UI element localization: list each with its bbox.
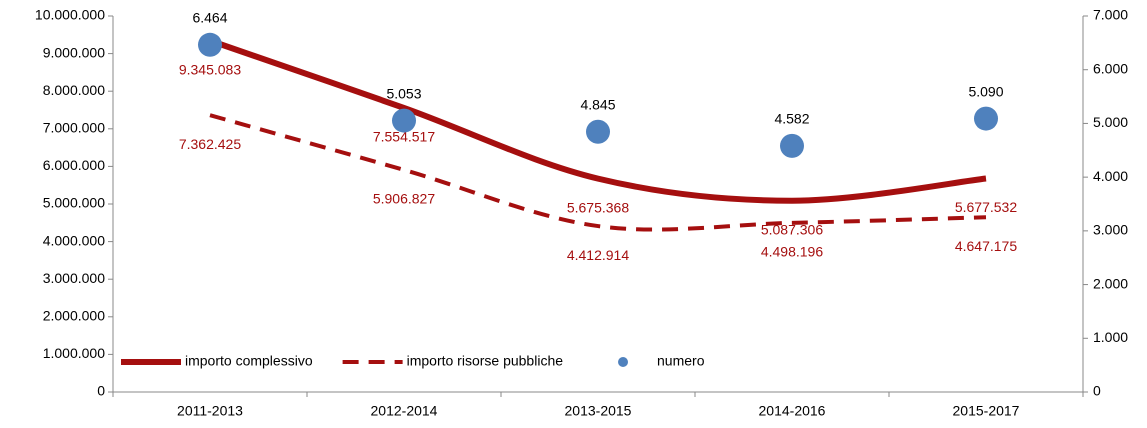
x-tick-label: 2012-2014 bbox=[371, 403, 438, 419]
scatter-point bbox=[780, 133, 804, 158]
y-tick-label: 0 bbox=[97, 383, 105, 399]
scatter-point bbox=[198, 32, 222, 57]
data-label: 4.582 bbox=[774, 111, 809, 127]
scatter-point bbox=[974, 106, 998, 131]
y2-tick-label: 7.000 bbox=[1093, 7, 1128, 23]
y2-tick-label: 4.000 bbox=[1093, 168, 1128, 184]
scatter-point bbox=[392, 108, 416, 133]
y-tick-label: 3.000.000 bbox=[43, 270, 105, 286]
legend-swatch bbox=[618, 357, 629, 367]
data-label: 4.498.196 bbox=[761, 244, 823, 260]
data-label: 9.345.083 bbox=[179, 61, 241, 77]
y2-tick-label: 5.000 bbox=[1093, 114, 1128, 130]
data-label: 5.906.827 bbox=[373, 191, 435, 207]
y-tick-label: 9.000.000 bbox=[43, 44, 105, 60]
data-label: 7.362.425 bbox=[179, 136, 241, 152]
y-tick-label: 10.000.000 bbox=[35, 7, 105, 23]
data-label: 7.554.517 bbox=[373, 129, 435, 145]
data-label: 4.845 bbox=[580, 96, 615, 112]
x-tick-label: 2013-2015 bbox=[565, 403, 632, 419]
data-label: 5.677.532 bbox=[955, 199, 1017, 215]
y-tick-label: 4.000.000 bbox=[43, 232, 105, 248]
y2-tick-label: 6.000 bbox=[1093, 60, 1128, 76]
legend-label: importo complessivo bbox=[185, 353, 313, 369]
legend-label: numero bbox=[657, 353, 705, 369]
y2-tick-label: 1.000 bbox=[1093, 329, 1128, 345]
x-tick-label: 2014-2016 bbox=[759, 403, 826, 419]
y-tick-label: 7.000.000 bbox=[43, 120, 105, 136]
legend-label: importo risorse pubbliche bbox=[407, 353, 564, 369]
data-label: 4.412.914 bbox=[567, 247, 629, 263]
data-label: 5.675.368 bbox=[567, 199, 629, 215]
scatter-point bbox=[586, 119, 610, 144]
x-tick-label: 2015-2017 bbox=[953, 403, 1020, 419]
x-tick-label: 2011-2013 bbox=[177, 403, 243, 419]
data-label: 4.647.175 bbox=[955, 238, 1017, 254]
y-tick-label: 6.000.000 bbox=[43, 157, 105, 173]
data-label: 5.090 bbox=[968, 83, 1003, 99]
data-label: 6.464 bbox=[192, 9, 227, 25]
y2-tick-label: 3.000 bbox=[1093, 222, 1128, 238]
y-tick-label: 1.000.000 bbox=[43, 345, 105, 361]
y2-tick-label: 0 bbox=[1093, 383, 1101, 399]
data-label: 5.087.306 bbox=[761, 221, 823, 237]
line bbox=[209, 37, 987, 204]
y-tick-label: 2.000.000 bbox=[43, 308, 105, 324]
y2-tick-label: 2.000 bbox=[1093, 275, 1128, 291]
data-label: 5.053 bbox=[386, 85, 421, 101]
y-tick-label: 5.000.000 bbox=[43, 195, 105, 211]
line bbox=[209, 113, 987, 232]
y-tick-label: 8.000.000 bbox=[43, 82, 105, 98]
